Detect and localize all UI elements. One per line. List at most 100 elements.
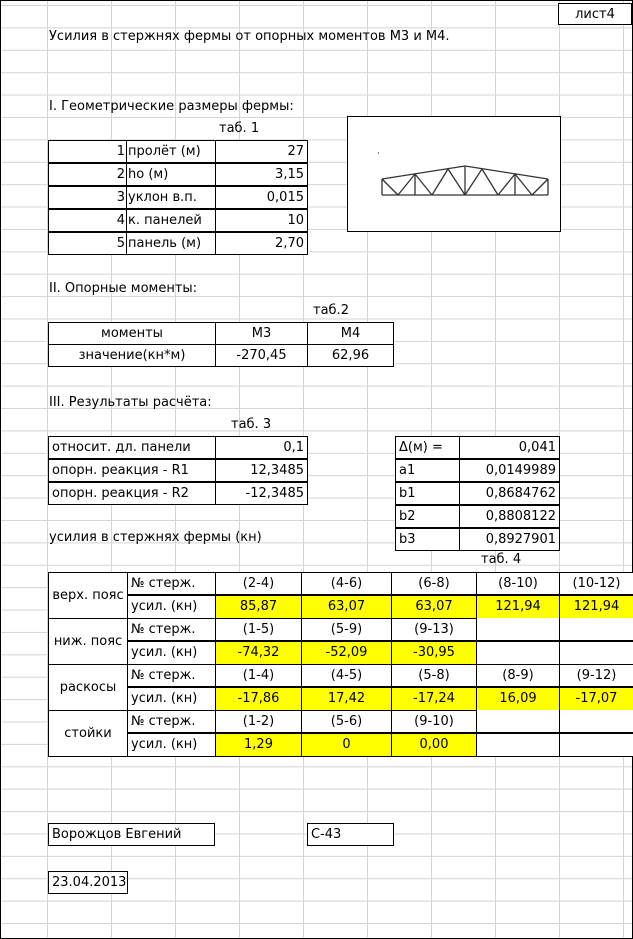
table1-row-number: 4: [48, 209, 127, 232]
table4-rod-cell: (9-10): [391, 710, 477, 733]
table2-value-m4: 62,96: [307, 344, 394, 367]
table4-force-cell: 121,94: [559, 595, 633, 619]
forces-label: усилия в стержнях фермы (кн): [49, 530, 262, 545]
table4-rod-cell: (10-12): [559, 572, 633, 595]
table4-force-cell: 63,07: [391, 595, 477, 619]
table4-rod-cell: [476, 618, 560, 641]
table4-rod-cell: (9-12): [559, 664, 633, 687]
table4-group-name: стойки: [48, 710, 128, 757]
table4-rod-cell: (8-9): [476, 664, 560, 687]
table4-rod-label: № стерж.: [127, 664, 216, 687]
group-code: С-43: [307, 823, 394, 846]
table2-value-m3: -270,45: [215, 344, 308, 367]
table4-rod-cell: (5-8): [391, 664, 477, 687]
table4-rod-cell: (1-4): [215, 664, 302, 687]
table4-rod-cell: (1-2): [215, 710, 302, 733]
table4-rod-cell: (8-10): [476, 572, 560, 595]
table4-force-cell: 16,09: [476, 687, 560, 711]
table2-header-label: моменты: [48, 322, 216, 345]
table4-force-label: усил. (кн): [127, 595, 216, 619]
table4-rod-cell: [559, 618, 633, 641]
table4-force-cell: 0: [301, 733, 392, 757]
table4-rod-label: № стерж.: [127, 618, 216, 641]
table3-row-value: -12,3485: [215, 482, 308, 505]
author-name: Ворожцов Евгений: [48, 823, 215, 846]
table3-right-name: b1: [395, 482, 460, 505]
table1-row-number: 2: [48, 163, 127, 186]
table4-rod-cell: [476, 710, 560, 733]
table1-row-value: 2,70: [215, 232, 308, 255]
table4-rod-cell: (4-6): [301, 572, 392, 595]
table4-group-name: раскосы: [48, 664, 128, 711]
table3-right-name: Δ(м) =: [395, 436, 460, 459]
section3-heading: III. Результаты расчёта:: [49, 395, 212, 410]
table4-group-name: ниж. пояс: [48, 618, 128, 665]
table4-force-cell: -17,24: [391, 687, 477, 711]
table4-force-cell: -74,32: [215, 641, 302, 665]
table4-force-cell: [476, 733, 560, 757]
table3-row-value: 12,3485: [215, 459, 308, 482]
table4-force-label: усил. (кн): [127, 641, 216, 665]
document-title: Усилия в стержнях фермы от опорных момен…: [49, 29, 450, 44]
table1-row-name: пролёт (м): [127, 140, 216, 163]
table2-label: таб.2: [313, 303, 349, 318]
table3-right-value: 0,0149989: [459, 459, 560, 482]
table4-force-label: усил. (кн): [127, 733, 216, 757]
table4-rod-cell: (1-5): [215, 618, 302, 641]
table3-right-name: b3: [395, 528, 460, 551]
table4-rod-cell: (5-9): [301, 618, 392, 641]
table3-right-value: 0,8927901: [459, 528, 560, 551]
table1-row-name: уклон в.п.: [127, 186, 216, 209]
table3-row-name: опорн. реакция - R2: [48, 482, 216, 505]
table2-header-m3: М3: [215, 322, 308, 345]
date: 23.04.2013: [48, 871, 128, 894]
table4-rod-label: № стерж.: [127, 710, 216, 733]
section2-heading: II. Опорные моменты:: [49, 281, 198, 296]
table1-row-number: 5: [48, 232, 127, 255]
table4-force-cell: 17,42: [301, 687, 392, 711]
table4-force-cell: [476, 641, 560, 665]
table4-force-cell: 0,00: [391, 733, 477, 757]
truss-icon: [378, 152, 549, 196]
table4-rod-cell: (9-13): [391, 618, 477, 641]
table4-rod-cell: [559, 710, 633, 733]
table1-row-name: ho (м): [127, 163, 216, 186]
table4-label: таб. 4: [481, 552, 522, 567]
table1-row-value: 0,015: [215, 186, 308, 209]
table4-rod-cell: (5-6): [301, 710, 392, 733]
table4-force-cell: [559, 733, 633, 757]
table3-right-value: 0,041: [459, 436, 560, 459]
table3-right-name: b2: [395, 505, 460, 528]
table4-rod-cell: (2-4): [215, 572, 302, 595]
table4-force-cell: -30,95: [391, 641, 477, 665]
table1-row-value: 27: [215, 140, 308, 163]
table1-label: таб. 1: [219, 121, 260, 136]
table4-force-cell: 63,07: [301, 595, 392, 619]
table1-row-name: панель (м): [127, 232, 216, 255]
table4-rod-label: № стерж.: [127, 572, 216, 595]
table4-force-cell: -52,09: [301, 641, 392, 665]
table3-row-name: относит. дл. панели: [48, 436, 216, 459]
table4-force-cell: 85,87: [215, 595, 302, 619]
table4-force-cell: [559, 641, 633, 665]
table4-rod-cell: (6-8): [391, 572, 477, 595]
table2-header-m4: М4: [307, 322, 394, 345]
table1-row-number: 1: [48, 140, 127, 163]
table3-right-name: a1: [395, 459, 460, 482]
sheet-label: лист4: [558, 3, 632, 25]
table1-row-number: 3: [48, 186, 127, 209]
table4-group-name: верх. пояс: [48, 572, 128, 619]
table4-force-cell: 1,29: [215, 733, 302, 757]
table3-right-value: 0,8684762: [459, 482, 560, 505]
table4-rod-cell: (4-5): [301, 664, 392, 687]
table4-force-cell: -17,07: [559, 687, 633, 711]
section1-heading: I. Геометрические размеры фермы:: [49, 99, 294, 114]
table3-row-name: опорн. реакция - R1: [48, 459, 216, 482]
table3-label: таб. 3: [231, 417, 272, 432]
table4-force-cell: 121,94: [476, 595, 560, 619]
table4-force-cell: -17,86: [215, 687, 302, 711]
table1-row-value: 10: [215, 209, 308, 232]
table1-row-value: 3,15: [215, 163, 308, 186]
table2-row-label: значение(кн*м): [48, 344, 216, 367]
table4-force-label: усил. (кн): [127, 687, 216, 711]
